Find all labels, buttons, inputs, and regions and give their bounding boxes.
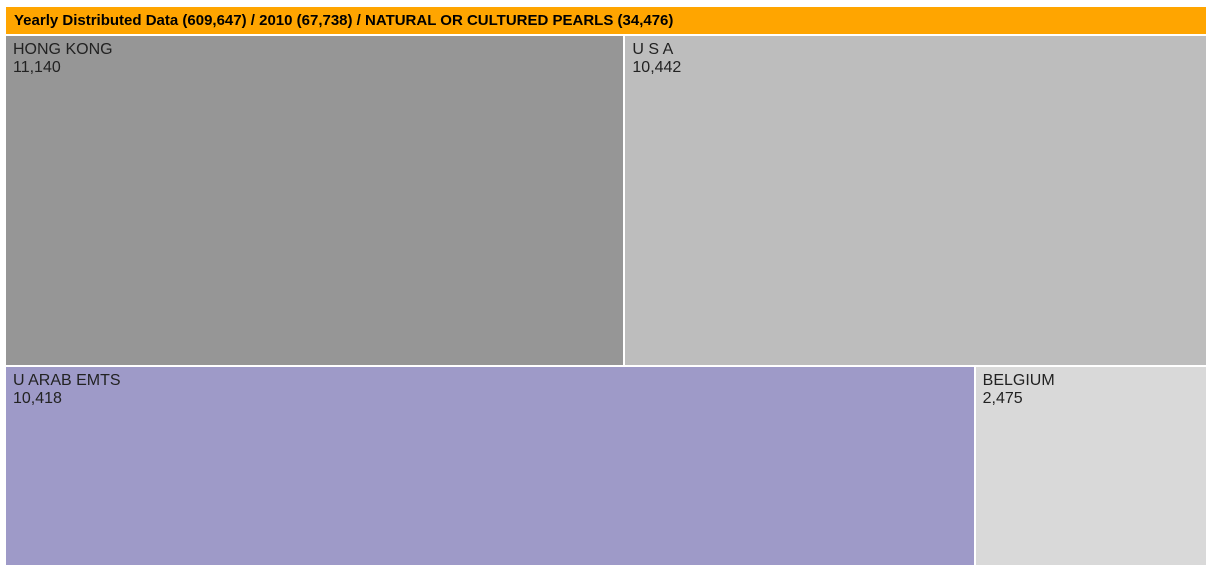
tile-value: 2,475	[982, 390, 1023, 408]
tile-label: U ARAB EMTS	[13, 372, 121, 390]
breadcrumb-bar[interactable]: Yearly Distributed Data (609,647) / 2010…	[6, 7, 1206, 34]
tile-label: HONG KONG	[13, 41, 113, 58]
tile-belgium[interactable]: BELGIUM 2,475	[975, 367, 1206, 565]
tile-hong-kong[interactable]: HONG KONG 11,140	[6, 36, 624, 366]
tile-value: 10,442	[632, 59, 682, 76]
tile-u-arab-emts[interactable]: U ARAB EMTS 10,418	[6, 367, 974, 565]
tile-value: 11,140	[13, 59, 61, 76]
tile-value: 10,418	[13, 390, 62, 408]
tile-u-s-a[interactable]: U S A 10,442	[625, 36, 1206, 366]
tile-label: BELGIUM	[982, 372, 1055, 390]
tile-label: U S A	[632, 41, 674, 58]
